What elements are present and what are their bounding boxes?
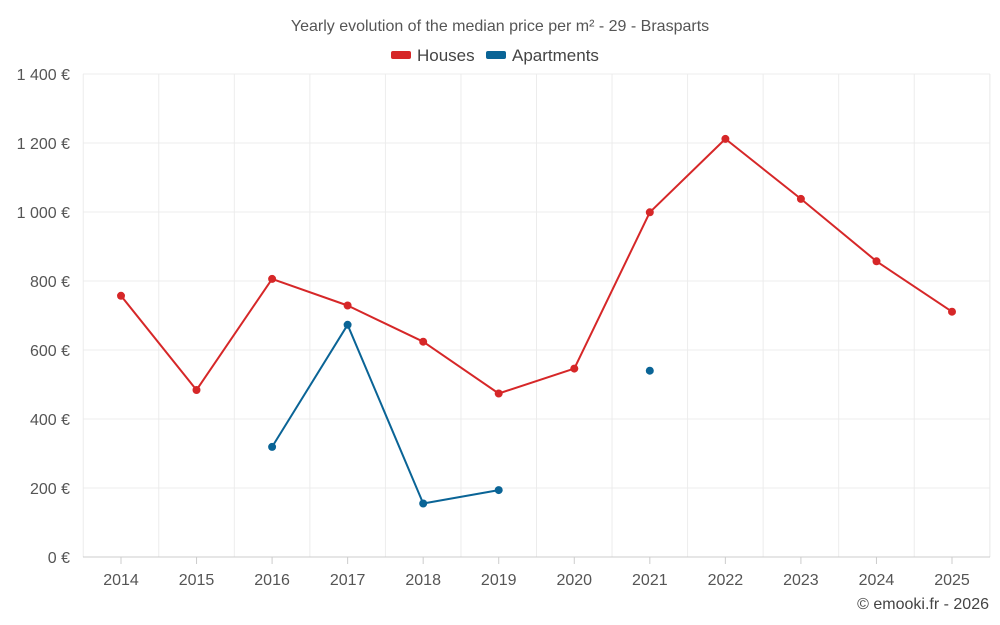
- y-tick-label: 1 400 €: [17, 67, 70, 84]
- series-apartments: [268, 320, 654, 508]
- x-tick-label: 2021: [632, 572, 668, 589]
- data-point-apartments-2018[interactable]: [419, 499, 428, 508]
- data-point-houses-2022[interactable]: [721, 134, 730, 143]
- grid: [82, 73, 991, 557]
- x-tick-label: 2017: [330, 572, 366, 589]
- legend: Houses Apartments: [391, 46, 599, 65]
- data-point-apartments-2019[interactable]: [494, 486, 503, 495]
- chart-title: Yearly evolution of the median price per…: [291, 18, 709, 35]
- data-point-houses-2025[interactable]: [948, 307, 956, 316]
- data-point-apartments-2017[interactable]: [343, 320, 352, 329]
- x-tick-label: 2020: [556, 572, 592, 589]
- data-point-houses-2015[interactable]: [192, 386, 201, 394]
- y-tick-label: 400 €: [30, 412, 70, 429]
- series-line-houses: [120, 137, 953, 395]
- data-point-houses-2018[interactable]: [419, 337, 428, 346]
- data-point-houses-2024[interactable]: [872, 257, 881, 266]
- x-tick-label: 2016: [254, 572, 290, 589]
- series-line-apartments: [271, 323, 500, 505]
- x-tick-label: 2019: [481, 572, 517, 589]
- x-tick-label: 2023: [783, 572, 819, 589]
- data-point-houses-2016[interactable]: [268, 274, 277, 283]
- x-tick-label: 2022: [708, 572, 744, 589]
- data-point-apartments-2021[interactable]: [645, 366, 654, 375]
- legend-label-apartments: Apartments: [512, 46, 599, 65]
- data-point-houses-2017[interactable]: [343, 301, 352, 310]
- x-tick-label: 2025: [934, 572, 970, 589]
- legend-swatch-houses: [391, 51, 411, 59]
- legend-swatch-apartments: [486, 51, 506, 59]
- legend-label-houses: Houses: [417, 46, 475, 65]
- y-tick-label: 800 €: [30, 274, 70, 291]
- data-point-houses-2021[interactable]: [645, 208, 654, 217]
- data-point-houses-2020[interactable]: [570, 364, 579, 373]
- legend-item-apartments[interactable]: Apartments: [486, 46, 599, 65]
- data-point-apartments-2016[interactable]: [268, 442, 277, 451]
- legend-item-houses[interactable]: Houses: [391, 46, 475, 65]
- credit: © emooki.fr - 2026: [857, 596, 989, 613]
- data-point-houses-2019[interactable]: [494, 389, 503, 398]
- data-point-houses-2023[interactable]: [796, 194, 805, 203]
- axes: 0 € 200 € 400 € 600 € 800 € 1 000 € 1 200 € 1 4…: [17, 67, 990, 589]
- x-tick-label: 2018: [405, 572, 441, 589]
- series-houses: [117, 134, 956, 398]
- x-tick-label: 2014: [103, 572, 139, 589]
- x-tick-label: 2024: [859, 572, 895, 589]
- y-tick-label: 0 €: [48, 550, 70, 567]
- data-point-houses-2014[interactable]: [117, 291, 125, 300]
- series: [117, 134, 956, 508]
- y-tick-label: 1 200 €: [17, 136, 70, 153]
- y-tick-label: 200 €: [30, 481, 70, 498]
- x-tick-label: 2015: [179, 572, 215, 589]
- y-tick-label: 600 €: [30, 343, 70, 360]
- y-tick-label: 1 000 €: [17, 205, 70, 222]
